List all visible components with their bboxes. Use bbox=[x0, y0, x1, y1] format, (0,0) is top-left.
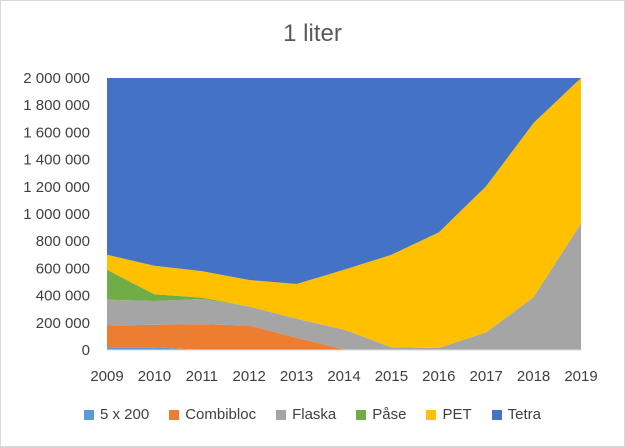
legend-swatch bbox=[276, 409, 287, 420]
y-axis-tick-labels: 0 200 000 400 000 600 000 800 000 1 000 000 1 … bbox=[23, 70, 90, 359]
x-tick-label: 2013 bbox=[280, 368, 313, 385]
legend-item: Påse bbox=[356, 406, 406, 423]
chart-title: 1 liter bbox=[283, 20, 342, 47]
y-tick-label: 800 000 bbox=[36, 233, 90, 250]
legend-item: 5 x 200 bbox=[83, 406, 150, 423]
x-tick-label: 2017 bbox=[470, 368, 503, 385]
legend-swatch bbox=[426, 409, 437, 420]
y-tick-label: 1 400 000 bbox=[23, 152, 90, 169]
legend-swatch bbox=[356, 409, 367, 420]
x-tick-label: 2015 bbox=[375, 368, 408, 385]
legend-item: Combibloc bbox=[169, 406, 256, 423]
area-series-4 bbox=[107, 78, 581, 348]
legend: 5 x 200 Combibloc Flaska Påse PET Tetra bbox=[0, 406, 625, 423]
y-tick-label: 0 bbox=[82, 342, 90, 359]
x-tick-label: 2009 bbox=[90, 368, 123, 385]
legend-swatch bbox=[83, 409, 94, 420]
legend-label: Tetra bbox=[507, 406, 542, 423]
legend-label: Flaska bbox=[292, 406, 337, 423]
x-axis-tick-labels: 2009 2010 2011 2012 2013 2014 2015 2016 2017 2018… bbox=[90, 368, 597, 385]
legend-label: Combibloc bbox=[185, 406, 257, 423]
x-tick-label: 2019 bbox=[564, 368, 597, 385]
y-tick-label: 400 000 bbox=[36, 288, 90, 305]
y-tick-label: 200 000 bbox=[36, 315, 90, 332]
legend-item: PET bbox=[426, 406, 472, 423]
y-tick-label: 1 000 000 bbox=[23, 206, 90, 223]
x-tick-label: 2014 bbox=[327, 368, 360, 385]
areas-layer bbox=[107, 78, 581, 350]
area-series-5 bbox=[107, 78, 581, 284]
legend-swatch bbox=[169, 409, 180, 420]
legend-swatch bbox=[491, 409, 502, 420]
x-tick-label: 2016 bbox=[422, 368, 455, 385]
y-tick-label: 1 600 000 bbox=[23, 124, 90, 141]
x-tick-label: 2011 bbox=[186, 368, 218, 385]
legend-label: PET bbox=[442, 406, 472, 423]
x-tick-label: 2018 bbox=[517, 368, 550, 385]
x-tick-label: 2012 bbox=[233, 368, 266, 385]
legend-item: Flaska bbox=[276, 406, 336, 423]
y-tick-label: 600 000 bbox=[36, 260, 90, 277]
y-tick-label: 2 000 000 bbox=[23, 70, 90, 87]
legend-label: Påse bbox=[372, 406, 407, 423]
area-series-2 bbox=[107, 223, 581, 350]
area-series-1 bbox=[107, 324, 581, 350]
y-tick-label: 1 800 000 bbox=[23, 97, 90, 114]
x-tick-label: 2010 bbox=[138, 368, 171, 385]
y-tick-label: 1 200 000 bbox=[23, 179, 90, 196]
legend-label: 5 x 200 bbox=[99, 406, 150, 423]
legend-item: Tetra bbox=[491, 406, 542, 423]
